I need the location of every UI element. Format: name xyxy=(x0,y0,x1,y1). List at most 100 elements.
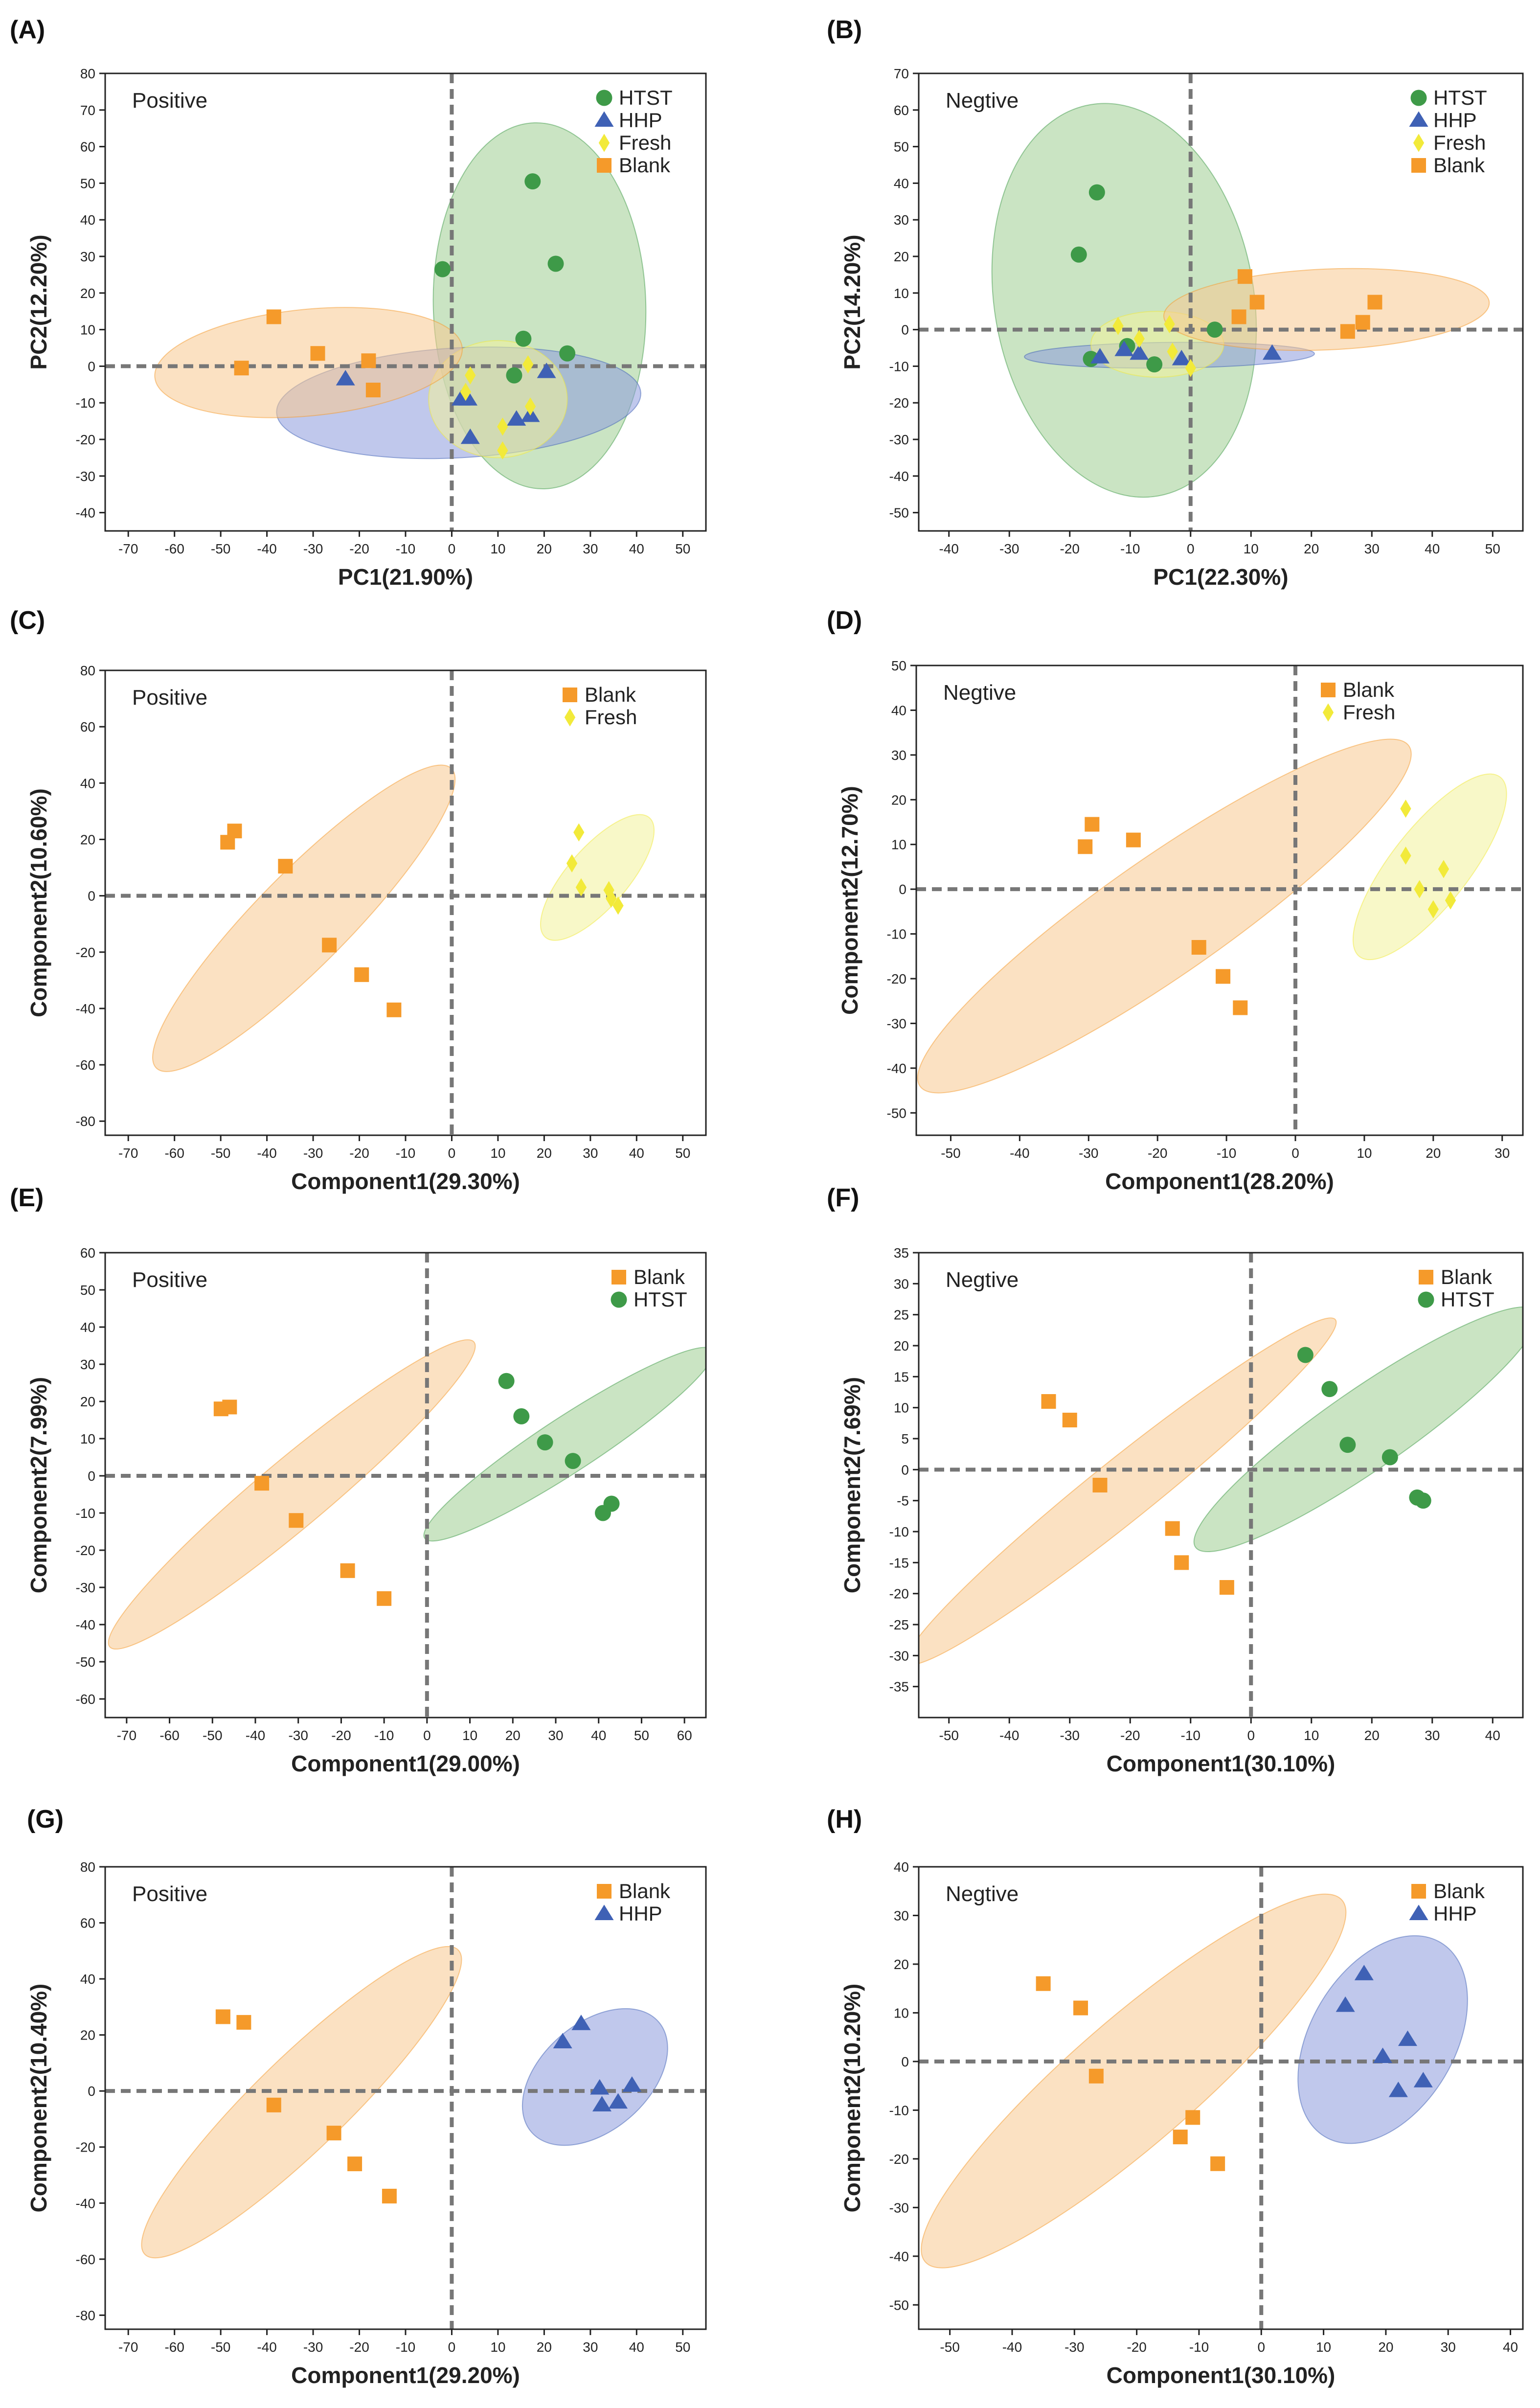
y-tick-label: -10 xyxy=(889,359,909,374)
y-tick-label: 25 xyxy=(894,1307,909,1323)
chart-panel-7: (G) -70 -60 -50 -40 -30 -20 -10 0 10 20 30 40 50 -80 -6… xyxy=(26,1805,707,2388)
x-tick-label: -20 xyxy=(1120,1728,1140,1743)
data-point-hhp xyxy=(451,390,471,406)
data-point-blank xyxy=(1210,2156,1225,2171)
data-point-fresh xyxy=(497,441,508,460)
legend-marker-htst xyxy=(611,1291,627,1308)
x-tick-label: -10 xyxy=(1217,1146,1236,1161)
y-tick-label: -5 xyxy=(897,1493,909,1509)
panel-letter: (C) xyxy=(10,606,45,635)
data-point-hhp xyxy=(1398,2030,1417,2046)
data-point-blank xyxy=(1355,315,1370,330)
y-tick-label: 30 xyxy=(894,1908,909,1923)
ion-mode-label: Negtive xyxy=(946,1882,1019,1906)
data-point-blank xyxy=(278,859,293,874)
ellipse-blank xyxy=(921,1893,1347,2269)
x-tick-label: 0 xyxy=(1247,1728,1255,1743)
x-tick-label: 30 xyxy=(1425,1728,1440,1743)
x-tick-label: 30 xyxy=(1495,1146,1510,1161)
data-point-blank xyxy=(1173,2130,1188,2145)
data-point-blank xyxy=(1073,2000,1088,2016)
ellipse-blank xyxy=(919,1317,1337,1665)
ellipse-hhp xyxy=(1297,1935,1468,2144)
x-tick-label: 10 xyxy=(490,2339,505,2355)
data-point-blank xyxy=(222,1399,237,1415)
y-tick-label: 10 xyxy=(80,1431,95,1446)
x-tick-label: -40 xyxy=(257,2339,276,2355)
data-point-hhp xyxy=(1354,1965,1374,1980)
y-tick-label: 20 xyxy=(80,2028,95,2043)
data-point-hhp xyxy=(1114,341,1134,356)
x-axis-title: Component1(29.00%) xyxy=(291,1751,520,1776)
data-point-blank xyxy=(1041,1394,1056,1409)
x-tick-label: 50 xyxy=(1485,541,1500,556)
legend-label: Blank xyxy=(1343,678,1395,701)
data-point-fresh xyxy=(573,823,585,842)
x-tick-label: -20 xyxy=(1148,1146,1167,1161)
data-point-hhp xyxy=(537,363,556,378)
ellipse-htst xyxy=(423,1347,706,1542)
y-tick-label: 50 xyxy=(894,139,909,155)
data-point-blank xyxy=(1036,1976,1051,1991)
legend-label: Fresh xyxy=(1433,131,1486,154)
data-point-htst xyxy=(506,367,522,384)
chart-panel-3: (C) -70 -60 -50 -40 -30 -20 -10 0 10 20 30 40 50 -80 -6… xyxy=(10,606,707,1194)
y-tick-label: -20 xyxy=(76,945,95,960)
y-tick-label: 60 xyxy=(80,139,95,155)
x-tick-label: -10 xyxy=(396,2339,415,2355)
x-tick-label: 0 xyxy=(1187,541,1195,556)
x-axis-title: Component1(28.20%) xyxy=(1105,1169,1334,1194)
y-tick-label: -60 xyxy=(76,1692,95,1707)
x-tick-label: -50 xyxy=(211,541,230,556)
x-tick-label: -50 xyxy=(940,2339,959,2355)
ellipse-blank xyxy=(152,764,456,1072)
x-tick-label: 40 xyxy=(629,1146,644,1161)
legend-marker-htst xyxy=(596,90,612,106)
x-tick-label: -30 xyxy=(288,1728,308,1743)
series-fresh xyxy=(1112,315,1196,377)
y-tick-label: 40 xyxy=(80,1972,95,1987)
data-point-blank xyxy=(347,2156,362,2172)
legend-marker-hhp xyxy=(594,111,614,127)
y-tick-label: -10 xyxy=(76,1506,95,1521)
data-point-fresh xyxy=(1438,860,1449,878)
data-point-fresh xyxy=(612,896,624,915)
y-tick-label: 0 xyxy=(899,882,906,897)
x-tick-label: -50 xyxy=(211,1146,230,1161)
data-point-fresh xyxy=(566,854,578,872)
series-blank xyxy=(1041,1394,1234,1595)
x-tick-label: 10 xyxy=(1357,1146,1372,1161)
y-tick-label: -15 xyxy=(889,1555,909,1570)
y-tick-label: 0 xyxy=(901,322,909,338)
x-tick-label: -20 xyxy=(349,2339,369,2355)
x-tick-label: -50 xyxy=(939,1728,959,1743)
x-tick-label: -10 xyxy=(1189,2339,1209,2355)
y-tick-label: -20 xyxy=(889,395,909,411)
data-point-fresh xyxy=(1133,329,1145,348)
y-tick-label: 40 xyxy=(891,703,906,718)
chart-panel-1: (A) -70 -60 -50 -40 -30 -20 -10 0 10 20 30 40 50 -40 -3… xyxy=(10,16,707,590)
x-tick-label: 60 xyxy=(677,1728,692,1743)
ion-mode-label: Negtive xyxy=(943,681,1016,705)
x-tick-label: -40 xyxy=(257,541,276,556)
x-axis-title: Component1(30.10%) xyxy=(1107,2362,1336,2388)
data-point-hhp xyxy=(622,2076,642,2092)
data-point-fresh xyxy=(1112,317,1124,335)
legend-label: Blank xyxy=(634,1265,685,1288)
y-tick-label: 10 xyxy=(894,2005,909,2020)
data-point-hhp xyxy=(1090,348,1110,364)
y-tick-label: 40 xyxy=(894,1859,909,1875)
x-tick-label: -50 xyxy=(203,1728,222,1743)
data-point-blank xyxy=(326,2126,341,2141)
data-point-blank xyxy=(365,383,381,398)
data-point-hhp xyxy=(571,2015,591,2030)
x-axis-title: PC1(21.90%) xyxy=(338,564,473,590)
y-tick-label: 10 xyxy=(894,286,909,301)
data-point-blank xyxy=(1219,1580,1234,1595)
data-point-htst xyxy=(1339,1437,1356,1453)
panel-letter: (F) xyxy=(827,1184,859,1212)
x-tick-label: 30 xyxy=(1441,2339,1456,2355)
